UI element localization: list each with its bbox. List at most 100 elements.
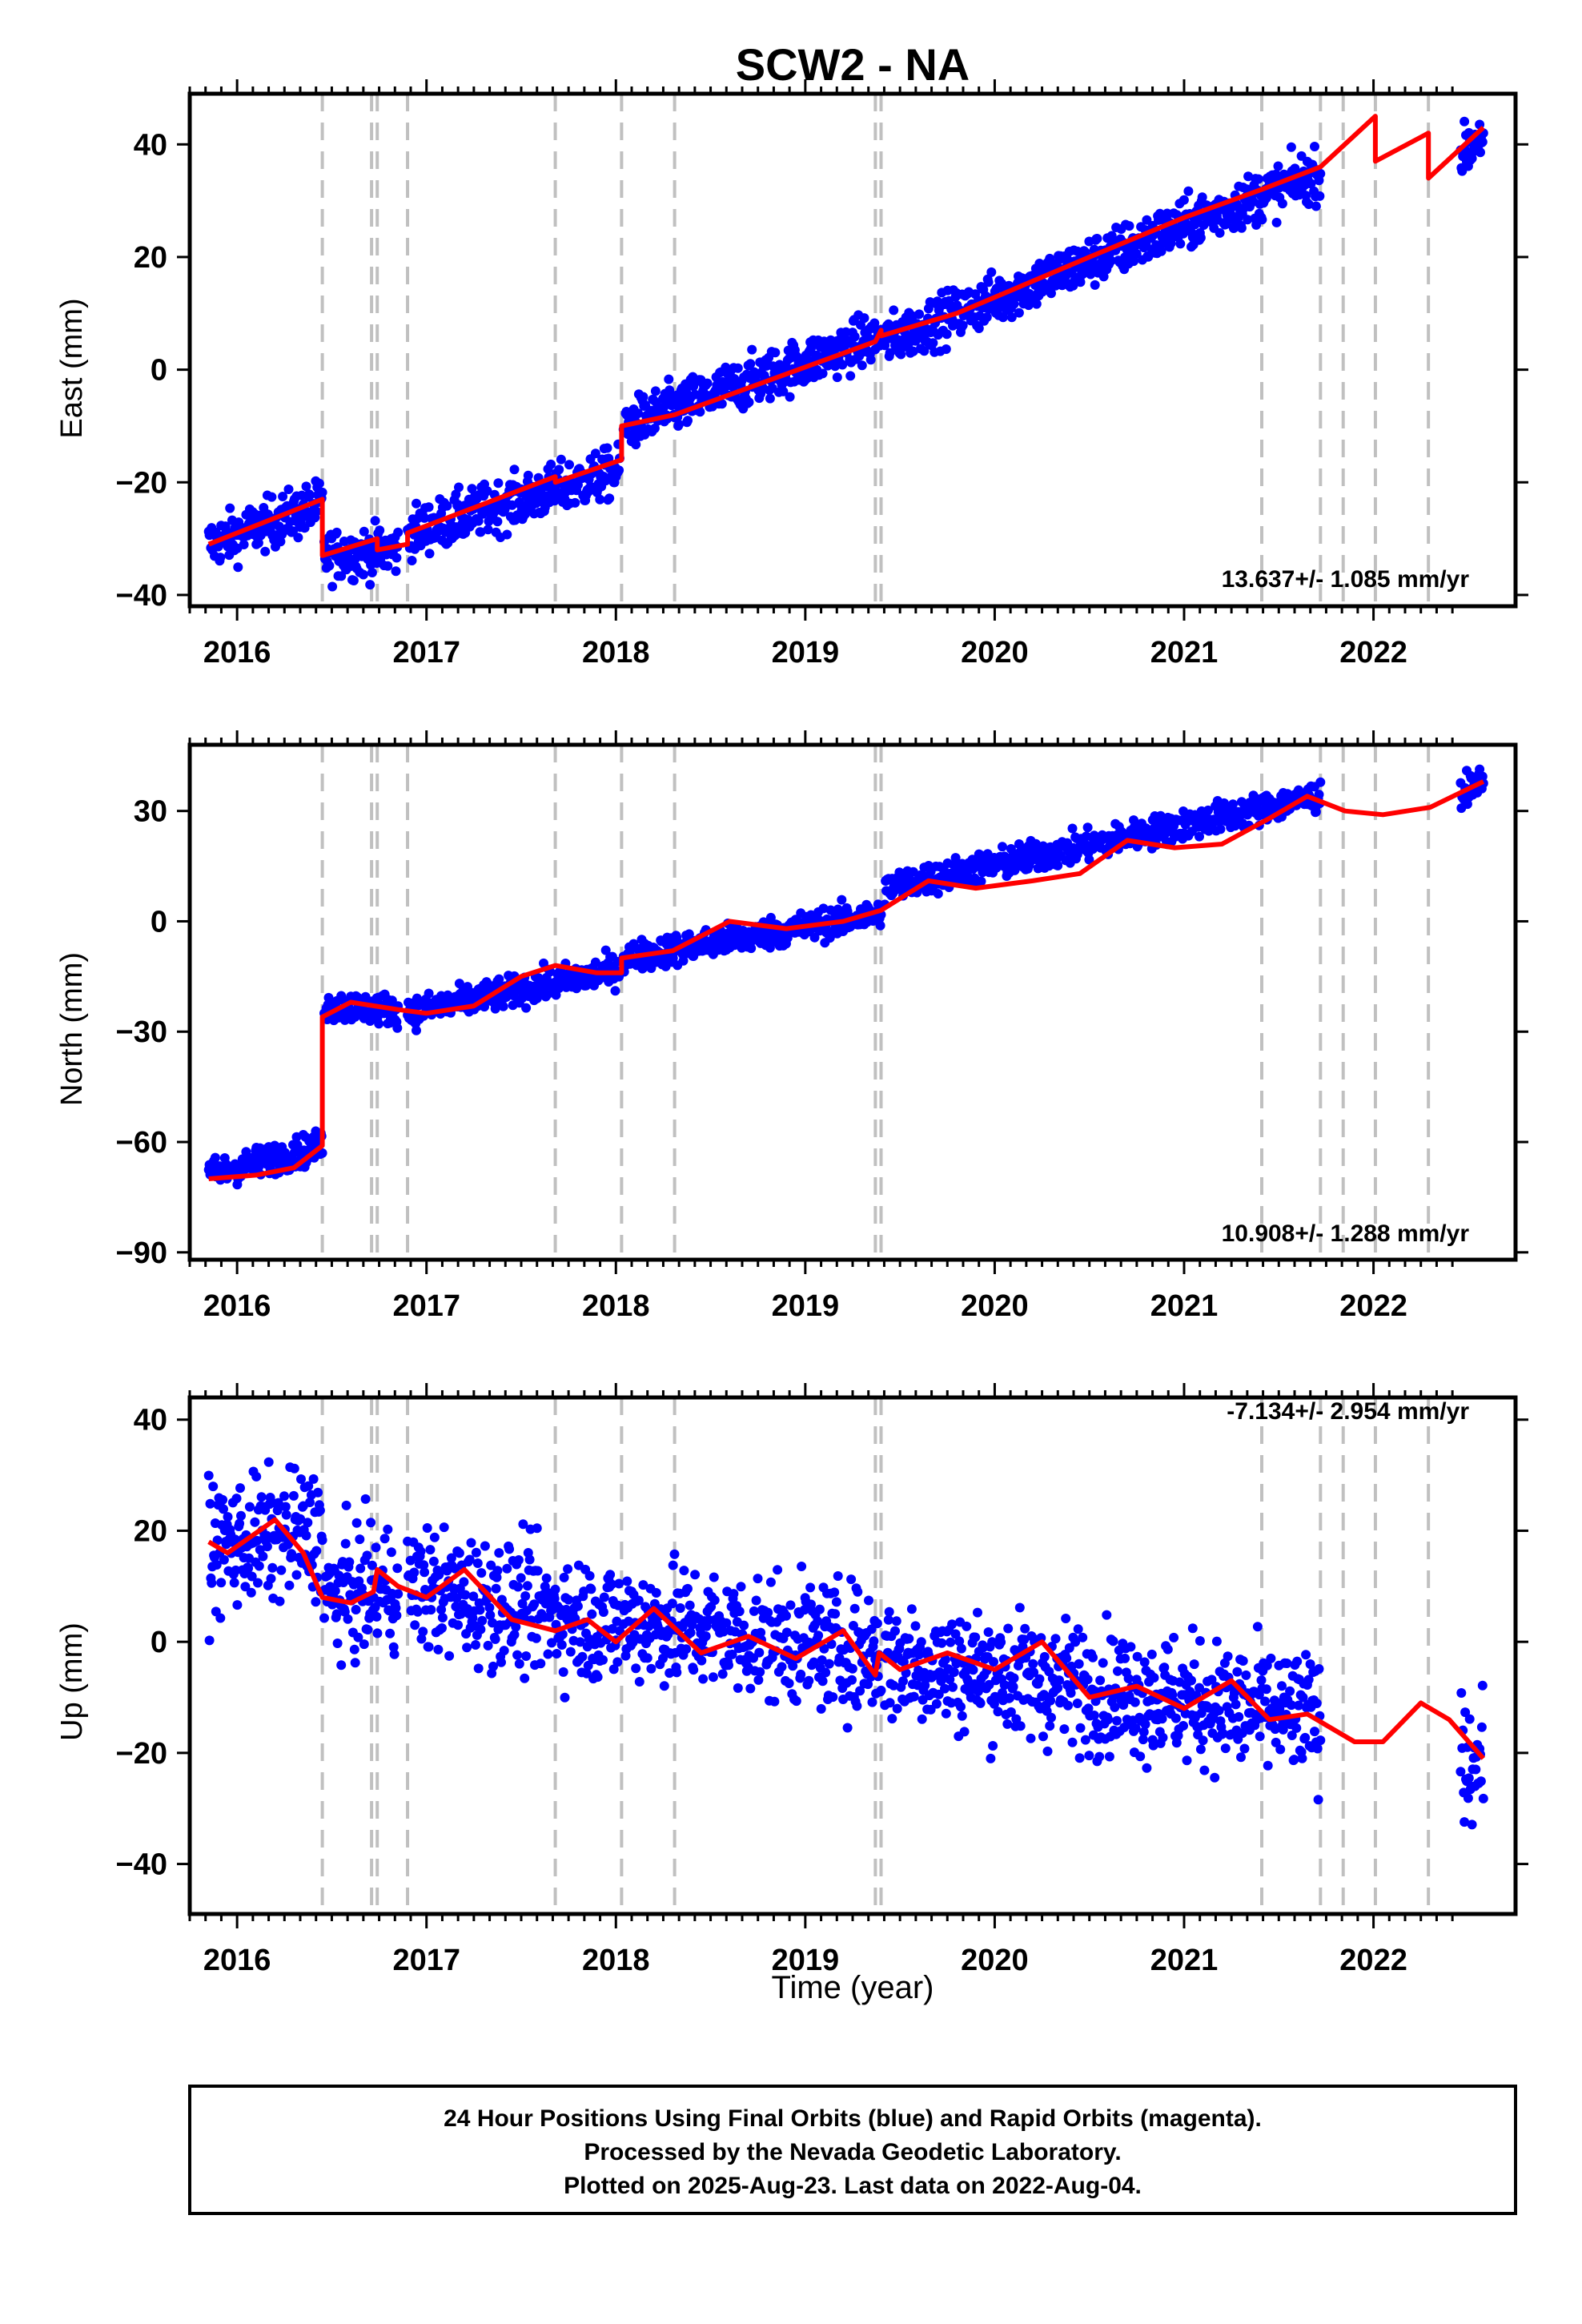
up-point-278 [418,1626,428,1637]
up-point-1180 [1082,1675,1093,1685]
up-point-736 [756,1627,766,1638]
east-point-225 [370,516,380,526]
east-point-949 [914,309,925,320]
up-point-1157 [1066,1688,1076,1698]
up-point-815 [813,1630,824,1641]
east-point-907 [883,319,893,329]
north-point-1525 [1475,764,1485,774]
up-point-999 [950,1629,961,1639]
east-point-1076 [1006,312,1017,323]
up-point-506 [584,1570,595,1581]
up-point-1459 [1286,1700,1296,1711]
north-point-1379 [1228,799,1238,810]
up-point-1397 [1241,1670,1251,1680]
up-point-43 [235,1483,245,1494]
up-point-1505 [1460,1817,1470,1827]
up-point-819 [816,1703,826,1714]
up-point-935 [904,1634,914,1644]
up-point-1078 [1008,1682,1018,1692]
up-point-909 [885,1698,895,1708]
east-point-1425 [1261,193,1271,203]
up-point-1425 [1261,1684,1271,1695]
east-point-48 [239,540,249,549]
up-point-534 [605,1570,616,1580]
up-point-65 [251,1471,262,1482]
up-point-944 [910,1621,921,1631]
east-point-367 [483,525,493,535]
up-point-378 [491,1583,501,1594]
east-point-422 [523,470,533,480]
east-point-253 [391,566,401,577]
east-point-1247 [1131,249,1142,259]
east-point-800 [802,355,813,365]
up-point-279 [419,1560,429,1570]
up-point-901 [876,1685,886,1695]
up-point-509 [587,1609,597,1619]
up-point-1443 [1275,1703,1285,1714]
east-point-1391 [1236,223,1247,233]
up-point-469 [557,1629,568,1639]
up-point-1189 [1089,1711,1099,1720]
up-point-722 [745,1683,756,1694]
up-point-347 [468,1591,479,1602]
up-point-6 [208,1482,219,1492]
up-point-39 [232,1600,243,1610]
up-point-593 [651,1588,661,1598]
up-point-350 [471,1640,480,1650]
up-point-459 [550,1584,560,1594]
up-point-1182 [1084,1751,1094,1761]
north-point-822 [818,903,829,914]
up-point-380 [492,1566,503,1576]
up-point-1023 [968,1665,978,1675]
north-point-1034 [976,876,986,887]
up-point-1075 [1006,1707,1016,1717]
up-point-759 [773,1565,783,1575]
east-ytick-label: 40 [134,128,167,162]
up-point-837 [829,1587,840,1598]
up-point-74 [258,1551,268,1562]
up-point-471 [559,1572,569,1582]
east-point-520 [595,494,605,505]
up-point-1150 [1061,1614,1071,1623]
east-point-269 [412,498,421,509]
north-point-941 [908,866,918,877]
up-point-503 [582,1642,592,1652]
up-point-1141 [1054,1675,1064,1686]
up-point-565 [631,1663,641,1674]
up-point-289 [426,1605,436,1615]
east-point-254 [391,553,402,563]
north-xtick-label: 2020 [961,1289,1029,1323]
north-point-810 [809,932,820,943]
up-point-1079 [1009,1673,1019,1683]
up-point-1497 [1314,1664,1324,1674]
east-point-286 [424,502,434,513]
east-point-155 [317,487,327,497]
up-point-20 [219,1504,228,1514]
up-point-1066 [999,1680,1010,1691]
up-point-980 [937,1638,947,1648]
east-point-1335 [1195,232,1206,243]
north-point-1063 [998,842,1007,852]
up-point-692 [724,1660,733,1671]
north-point-255 [392,1023,403,1033]
up-point-439 [536,1659,546,1669]
east-point-859 [845,371,856,381]
up-point-247 [386,1547,396,1558]
up-point-526 [599,1592,609,1602]
east-point-467 [556,454,566,464]
up-point-1333 [1195,1683,1204,1693]
up-point-179 [336,1660,347,1671]
up-point-276 [416,1634,427,1644]
up-point-1121 [1039,1651,1050,1662]
east-point-86 [267,492,277,502]
up-point-82 [263,1457,274,1467]
east-point-453 [546,459,556,469]
up-point-1159 [1067,1737,1078,1747]
up-point-493 [575,1637,585,1647]
east-point-345 [467,484,477,494]
east-point-196 [348,576,359,585]
north-point-230 [374,1019,384,1029]
up-point-755 [769,1696,780,1707]
up-point-928 [898,1657,909,1667]
up-point-1478 [1300,1732,1311,1743]
